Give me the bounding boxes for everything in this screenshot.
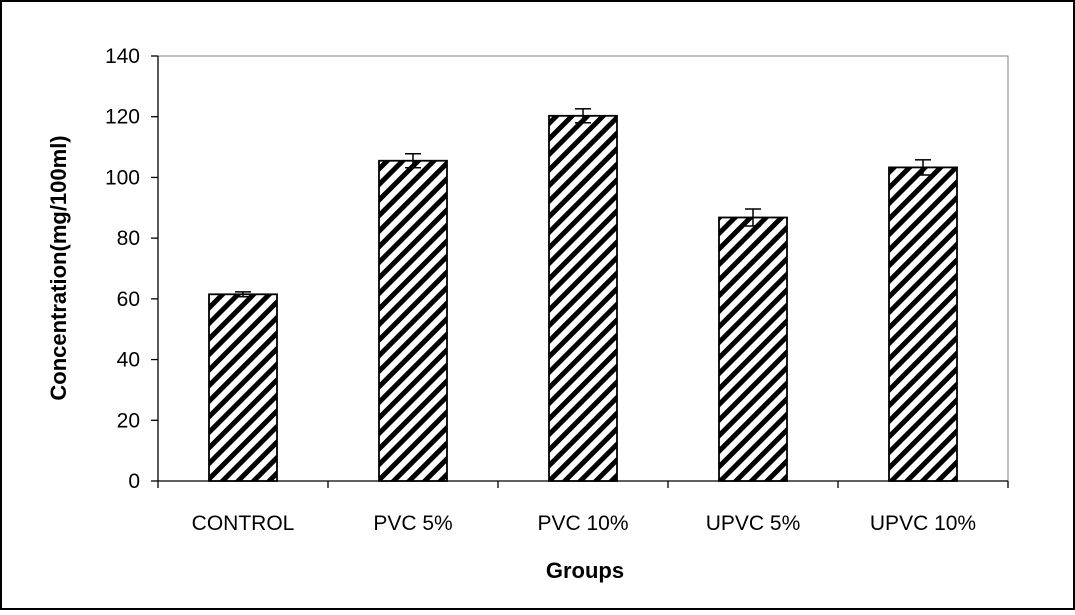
- x-axis-title: Groups: [546, 558, 624, 583]
- bar-pvc-5: [378, 159, 448, 482]
- error-bar: [405, 153, 421, 169]
- error-bars: [235, 108, 931, 298]
- y-tick-label: 20: [117, 409, 140, 432]
- x-tick-label: UPVC 10%: [870, 512, 976, 535]
- bar-control: [208, 293, 278, 482]
- y-tick-label: 40: [117, 349, 140, 372]
- x-tick-label: PVC 5%: [373, 512, 452, 535]
- bar-upvc-5: [718, 216, 788, 482]
- y-tick-label: 0: [128, 470, 140, 493]
- y-tick-label: 120: [105, 106, 140, 129]
- bar-pvc-10: [548, 114, 618, 482]
- y-tick-label: 100: [105, 166, 140, 189]
- x-tick-label: UPVC 5%: [706, 512, 801, 535]
- y-tick-label: 80: [117, 227, 140, 250]
- error-bar: [915, 159, 931, 176]
- error-bar: [745, 208, 761, 227]
- x-tick-label: CONTROL: [192, 512, 295, 535]
- y-axis-title: Concentration(mg/100ml): [46, 135, 71, 400]
- y-tick-label: 60: [117, 288, 140, 311]
- x-axis: CONTROL PVC 5% PVC 10% UPVC 5% UPVC 10%: [157, 480, 1009, 535]
- error-bar: [235, 291, 251, 298]
- x-tick-label: PVC 10%: [537, 512, 628, 535]
- y-tick-label: 140: [105, 45, 140, 68]
- error-bar: [575, 108, 591, 124]
- bars: [208, 114, 958, 482]
- bar-upvc-10: [888, 166, 958, 482]
- y-axis: 0 20 40 60 80 100 120 140: [105, 45, 159, 493]
